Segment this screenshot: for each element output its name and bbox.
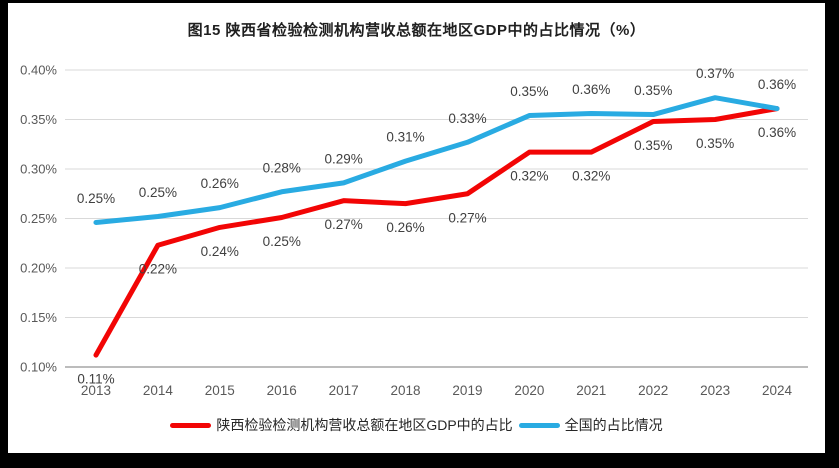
data-label: 0.32%: [510, 169, 548, 184]
legend-label-national: 全国的占比情况: [564, 417, 663, 433]
x-axis-tick-label: 2019: [452, 383, 482, 398]
x-axis-tick-label: 2018: [391, 383, 421, 398]
data-label: 0.36%: [758, 77, 796, 92]
y-axis-tick-label: 0.20%: [20, 261, 57, 276]
x-axis-tick-label: 2014: [143, 383, 174, 398]
y-axis-tick-label: 0.40%: [20, 63, 57, 78]
x-axis-tick-label: 2022: [638, 383, 668, 398]
x-axis-tick-label: 2023: [700, 383, 730, 398]
data-label: 0.27%: [448, 210, 486, 225]
data-label: 0.35%: [634, 83, 672, 98]
legend-label-shaanxi: 陕西检验检测机构营收总额在地区GDP中的占比: [216, 417, 513, 433]
legend-swatch-blue-line-icon: [518, 422, 560, 428]
data-label: 0.36%: [758, 125, 796, 140]
x-axis-tick-label: 2017: [329, 383, 359, 398]
data-label: 0.22%: [139, 262, 177, 277]
data-label: 0.26%: [201, 176, 239, 191]
data-label: 0.35%: [510, 84, 548, 99]
y-axis-tick-label: 0.25%: [20, 211, 57, 226]
data-label: 0.32%: [572, 169, 610, 184]
data-label: 0.37%: [696, 66, 734, 81]
data-label: 0.27%: [324, 217, 362, 232]
chart-panel: 图15 陕西省检验检测机构营收总额在地区GDP中的占比情况（%） 0.40% 0.…: [8, 3, 825, 453]
data-label: 0.25%: [77, 191, 115, 206]
y-axis-tick-label: 0.15%: [20, 310, 57, 325]
data-label: 0.25%: [139, 185, 177, 200]
data-label: 0.29%: [324, 151, 362, 166]
x-axis-tick-label: 2016: [267, 383, 297, 398]
data-label: 0.36%: [572, 82, 610, 97]
series-line-shaanxi: [93, 106, 780, 358]
x-axis-tick-label: 2020: [514, 383, 544, 398]
x-axis-tick-label: 2013: [81, 383, 111, 398]
legend-swatch-red-line-icon: [170, 422, 212, 428]
x-axis-tick-label: 2015: [205, 383, 235, 398]
legend-item-shaanxi: 陕西检验检测机构营收总额在地区GDP中的占比: [170, 415, 513, 435]
x-axis-tick-label: 2021: [576, 383, 606, 398]
y-axis-tick-label: 0.30%: [20, 162, 57, 177]
data-label: 0.11%: [77, 372, 114, 387]
x-axis-tick-label: 2024: [762, 383, 793, 398]
chart-title: 图15 陕西省检验检测机构营收总额在地区GDP中的占比情况（%）: [187, 22, 646, 39]
data-label: 0.28%: [263, 160, 301, 175]
legend: 陕西检验检测机构营收总额在地区GDP中的占比 全国的占比情况: [8, 415, 825, 435]
y-axis-tick-label: 0.35%: [20, 112, 57, 127]
data-label: 0.26%: [386, 220, 424, 235]
line-chart-plot-area: 0.40% 0.35% 0.30% 0.25% 0.20% 0.15% 0.10% 2013 2…: [20, 63, 808, 398]
data-label: 0.24%: [201, 244, 239, 259]
data-label: 0.25%: [263, 234, 301, 249]
series-line-national: [93, 95, 780, 225]
data-label: 0.35%: [696, 136, 734, 151]
data-label: 0.31%: [386, 130, 424, 145]
y-axis-tick-label: 0.10%: [20, 360, 57, 375]
legend-item-national: 全国的占比情况: [518, 415, 663, 435]
data-label: 0.33%: [448, 111, 486, 126]
data-label: 0.35%: [634, 138, 672, 153]
